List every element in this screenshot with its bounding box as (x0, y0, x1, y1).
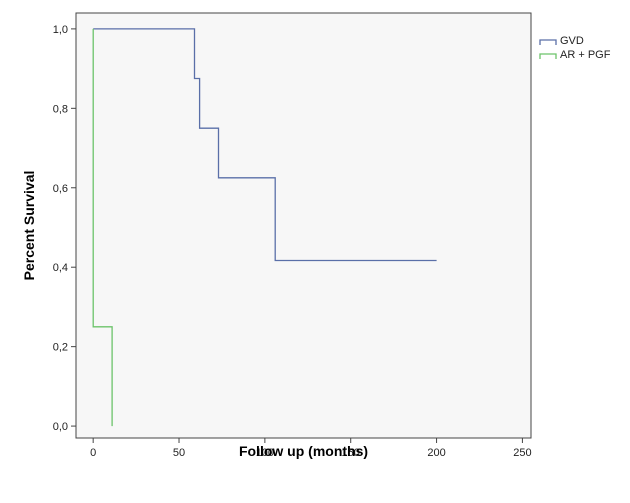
axis-ticks: 0 50 100 150 200 250 0,0 0,2 0,4 0,6 0,8 1,0 (53, 24, 532, 459)
legend-label: GVD (560, 35, 584, 47)
y-tick-label: 0,0 (53, 421, 68, 433)
x-tick-label: 200 (427, 447, 445, 459)
x-tick-label: 100 (256, 447, 274, 459)
y-tick-label: 0,8 (53, 103, 68, 115)
x-tick-label: 250 (513, 447, 531, 459)
legend: GVD AR + PGF (539, 35, 611, 61)
x-tick-label: 150 (342, 447, 360, 459)
series-layer (92, 28, 437, 427)
series-line-gvd (93, 28, 437, 262)
x-axis-title: Follow up (months) (239, 443, 368, 459)
series-line-ar-pgf (92, 28, 113, 427)
y-tick-label: 0,4 (53, 262, 68, 274)
y-axis-title: Percent Survival (21, 171, 37, 281)
legend-label: AR + PGF (560, 49, 611, 61)
x-tick-label: 0 (90, 447, 96, 459)
y-tick-label: 0,6 (53, 183, 68, 195)
y-tick-label: 1,0 (53, 24, 68, 36)
legend-swatch (539, 39, 557, 45)
y-tick-label: 0,2 (53, 342, 68, 354)
x-tick-label: 50 (173, 447, 185, 459)
legend-swatch (539, 53, 557, 59)
plot-area (75, 12, 532, 439)
